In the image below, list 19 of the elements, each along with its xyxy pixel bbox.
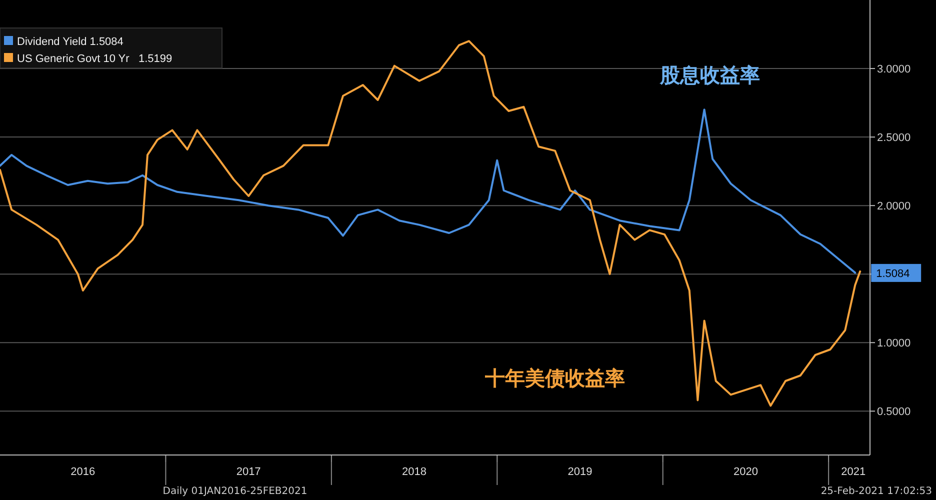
x-tick-label: 2019: [568, 466, 592, 478]
text: 25-Feb-2021 17:02:53: [820, 486, 932, 497]
annotation: 1.5084: [876, 268, 910, 280]
y-tick-label: 3.0000: [877, 64, 911, 76]
line-series: [0, 108, 856, 274]
x-tick-label: 2018: [402, 466, 427, 478]
y-tick-label: 0.5000: [877, 406, 911, 418]
y-tick-label: 2.0000: [877, 200, 911, 213]
annotation: 十年美债收益率: [484, 366, 625, 390]
x-tick-label: 2021: [841, 466, 866, 478]
x-tick-label: 2016: [70, 466, 96, 478]
text: Daily 01JAN2016-25FEB2021: [162, 486, 308, 497]
x-tick-label: 2017: [236, 466, 261, 478]
y-tick-label: 1.0000: [877, 338, 911, 350]
legend-label: Dividend Yield 1.5084: [17, 36, 124, 48]
x-tick-label: 2020: [733, 466, 758, 478]
y-tick-label: 2.5000: [877, 132, 911, 144]
legend-label: US Generic Govt 10 Yr 1.5199: [17, 53, 172, 65]
annotation: 股息收益率: [659, 63, 760, 87]
